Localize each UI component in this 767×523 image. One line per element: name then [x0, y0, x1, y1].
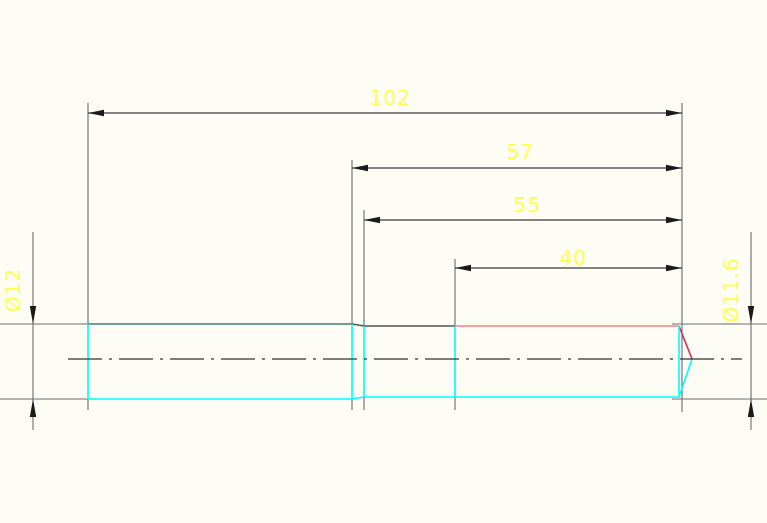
- dimension-line-diameter-11-6: [747, 306, 755, 417]
- dimension-arrow-d116-top: [747, 306, 755, 324]
- dimension-label-57: 57: [506, 140, 533, 164]
- dimension-labels: 102 57 55 40 Ø12 Ø11.6: [1, 86, 743, 323]
- dimension-arrow-102-right: [666, 109, 682, 117]
- dimension-arrow-55-left: [364, 216, 380, 224]
- dimension-label-40: 40: [559, 246, 586, 270]
- vertical-dimension-lines: [29, 306, 755, 417]
- profile-top-step-taper: [351, 323, 365, 327]
- horizontal-dimension-lines: [88, 109, 682, 272]
- dimension-line-diameter-12: [29, 306, 37, 417]
- dimension-label-diameter-12: Ø12: [1, 268, 25, 312]
- dimension-arrow-d12-top: [29, 306, 37, 324]
- profile-bottom-step-taper: [351, 396, 365, 400]
- dimension-arrow-57-right: [666, 164, 682, 172]
- dimension-line-40: [455, 264, 682, 272]
- extension-lines: [0, 103, 767, 430]
- profile-chamfer-top-red: [678, 325, 693, 360]
- dimension-arrow-102-left: [88, 109, 104, 117]
- dimension-arrow-55-right: [666, 216, 682, 224]
- dimension-arrow-40-left: [455, 264, 471, 272]
- dimension-arrow-57-left: [352, 164, 368, 172]
- dimension-arrow-d12-bottom: [29, 399, 37, 417]
- part-profile: [87, 323, 693, 400]
- dimension-label-diameter-11-6: Ø11.6: [719, 257, 743, 322]
- dimension-line-55: [364, 216, 682, 224]
- profile-chamfer-bottom-cyan: [678, 358, 693, 398]
- dimension-label-55: 55: [513, 193, 540, 217]
- dimension-line-57: [352, 164, 682, 172]
- dimension-label-102: 102: [369, 86, 410, 110]
- dimension-arrow-40-right: [666, 264, 682, 272]
- dimension-arrow-d116-bottom: [747, 399, 755, 417]
- dimension-line-102: [88, 109, 682, 117]
